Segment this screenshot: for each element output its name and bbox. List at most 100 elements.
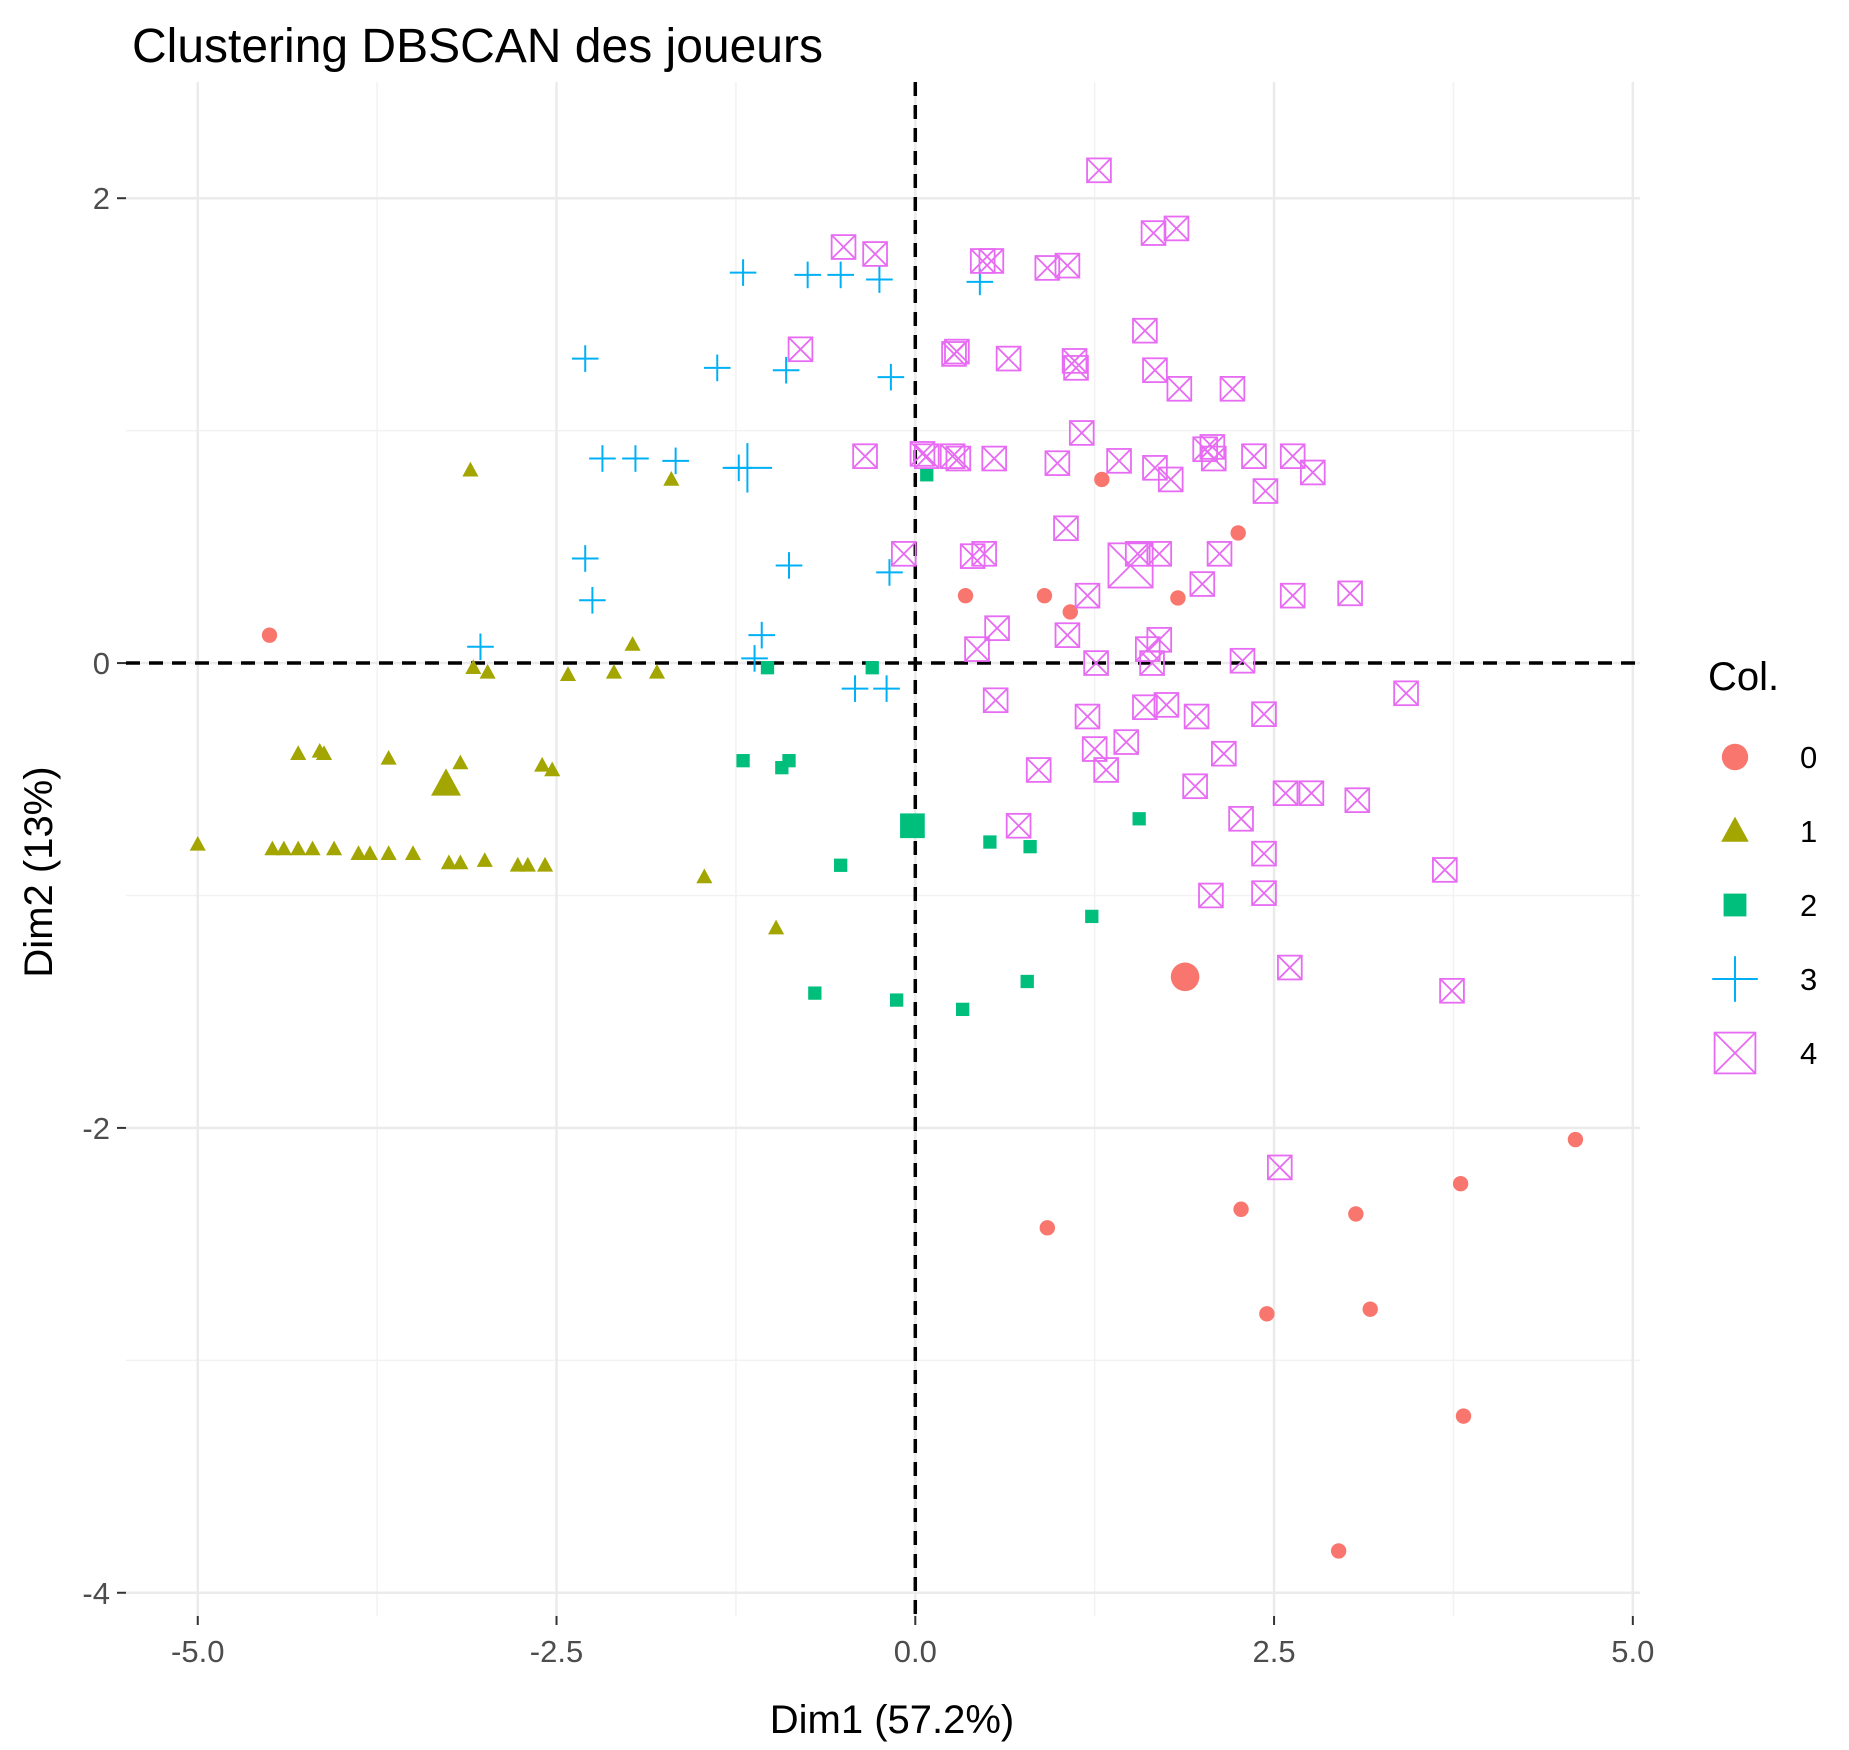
data-point-cluster-1 <box>275 840 292 856</box>
point-shape <box>1166 375 1193 402</box>
data-point-cluster-1 <box>380 845 397 860</box>
data-point-cluster-0 <box>1259 1306 1275 1322</box>
x-tick-label: 0.0 <box>894 1634 937 1669</box>
point-shape <box>1280 583 1306 609</box>
point-shape <box>1113 729 1139 755</box>
point-shape <box>1298 780 1325 807</box>
point-shape <box>957 587 974 604</box>
point-shape <box>1721 743 1749 771</box>
data-point-cluster-2 <box>983 835 997 849</box>
point-shape <box>1039 1220 1056 1236</box>
point-shape <box>1142 455 1168 481</box>
point-shape <box>834 858 848 872</box>
point-shape <box>264 840 281 856</box>
point-shape <box>1362 1301 1378 1317</box>
point-shape <box>1230 525 1246 541</box>
point-shape <box>1200 445 1227 472</box>
legend: Col. 0 1 2 3 4 <box>1708 655 1817 1075</box>
point-shape <box>1713 1031 1757 1075</box>
centroid-cluster-0 <box>1170 962 1200 992</box>
point-shape <box>1567 1131 1584 1148</box>
point-shape <box>1142 357 1168 383</box>
point-shape <box>624 636 641 651</box>
point-shape <box>945 445 971 472</box>
x-axis-title: Dim1 (57.2%) <box>770 1698 1015 1742</box>
point-shape <box>941 341 967 367</box>
data-point-cluster-4 <box>1061 348 1088 374</box>
data-point-cluster-0 <box>1348 1206 1364 1222</box>
data-point-cluster-4 <box>1251 701 1277 727</box>
point-shape <box>984 615 1010 641</box>
point-shape <box>1184 703 1210 730</box>
data-point-cluster-4 <box>1393 680 1419 707</box>
x-tick-label: 5.0 <box>1611 1634 1654 1669</box>
data-point-cluster-4 <box>913 443 940 470</box>
data-point-cluster-1 <box>648 663 666 679</box>
point-shape <box>978 248 1004 274</box>
data-point-cluster-4 <box>1005 812 1032 839</box>
data-point-cluster-4 <box>1166 375 1193 402</box>
point-shape <box>1183 703 1210 730</box>
data-point-cluster-2 <box>808 986 822 1000</box>
data-point-cluster-4 <box>1228 805 1254 832</box>
data-point-cluster-3 <box>873 675 900 702</box>
data-point-cluster-1 <box>624 636 641 651</box>
point-shape <box>1192 436 1218 463</box>
data-point-cluster-3 <box>866 266 893 293</box>
data-point-cluster-4 <box>995 345 1022 372</box>
axes: -5.0 -2.5 0.0 2.5 5.0 -4 -2 0 2 <box>82 181 1654 1669</box>
point-shape <box>1241 443 1267 469</box>
data-point-cluster-4 <box>1157 466 1184 493</box>
point-shape <box>1170 962 1200 992</box>
point-shape <box>452 854 469 870</box>
point-shape <box>1139 650 1165 676</box>
point-shape <box>1132 812 1146 826</box>
data-point-cluster-0 <box>1094 471 1110 488</box>
point-shape <box>1344 787 1370 813</box>
data-point-cluster-4 <box>1251 880 1277 906</box>
data-point-cluster-1 <box>696 868 713 884</box>
point-shape <box>1034 255 1061 281</box>
data-point-cluster-4 <box>1198 882 1224 909</box>
point-shape <box>1455 1408 1472 1424</box>
data-point-cluster-3 <box>741 645 768 672</box>
data-point-cluster-0 <box>957 587 974 604</box>
point-shape <box>1170 590 1186 606</box>
point-shape <box>1330 1543 1347 1559</box>
data-point-cluster-1 <box>452 854 469 870</box>
data-point-cluster-3 <box>876 559 903 586</box>
point-shape <box>1267 1154 1293 1180</box>
point-shape <box>1266 1154 1293 1181</box>
point-shape <box>1107 542 1154 589</box>
point-shape <box>1241 443 1267 470</box>
point-shape <box>1086 157 1112 183</box>
point-shape <box>1189 571 1215 597</box>
point-shape <box>1198 882 1224 909</box>
data-point-cluster-4 <box>1054 622 1081 648</box>
data-point-cluster-4 <box>1251 840 1277 867</box>
data-point-cluster-4 <box>1272 780 1299 807</box>
centroid-cluster-3 <box>722 443 773 493</box>
point-shape <box>996 346 1022 372</box>
point-shape <box>1211 740 1237 767</box>
point-shape <box>1061 348 1088 374</box>
data-point-cluster-1 <box>350 845 367 860</box>
point-shape <box>808 986 822 1000</box>
legend-title: Col. <box>1708 655 1779 699</box>
point-shape <box>1233 1201 1249 1217</box>
data-point-cluster-4 <box>1337 580 1363 607</box>
data-point-cluster-2 <box>1023 840 1037 854</box>
point-shape <box>462 461 479 477</box>
data-point-cluster-4 <box>1252 478 1279 504</box>
data-point-cluster-0 <box>1170 590 1186 606</box>
data-point-cluster-1 <box>315 745 333 761</box>
point-shape <box>1085 909 1099 924</box>
point-shape <box>1277 954 1303 981</box>
point-shape <box>1206 541 1233 567</box>
point-shape <box>1036 587 1053 604</box>
point-shape <box>981 445 1008 472</box>
legend-label-0: 0 <box>1800 740 1817 775</box>
point-shape <box>1251 880 1277 906</box>
point-shape <box>696 868 713 884</box>
point-shape <box>1259 1306 1275 1322</box>
